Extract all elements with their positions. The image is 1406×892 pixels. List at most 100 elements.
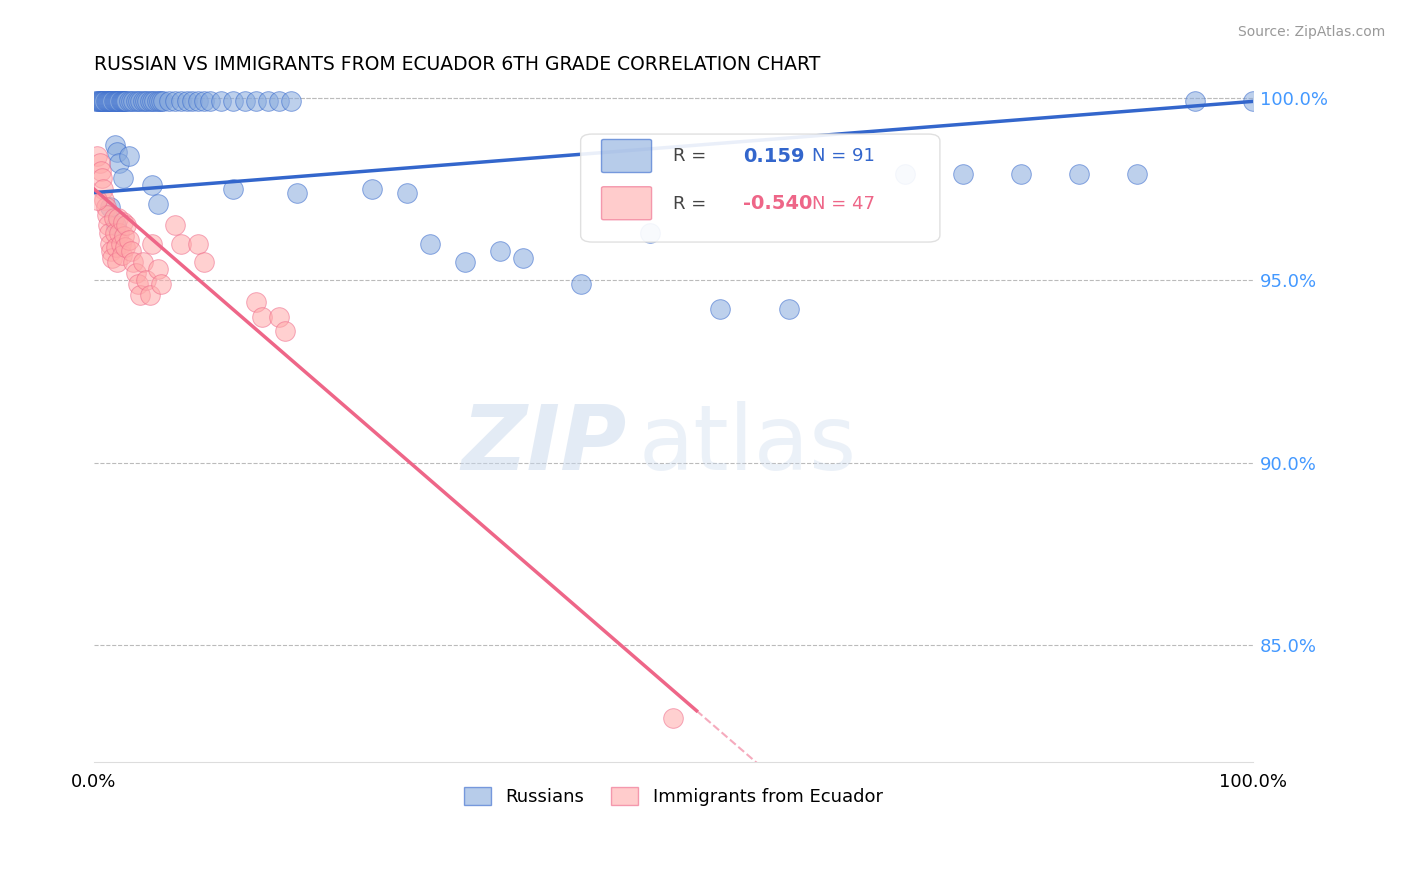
Point — [152, 95, 174, 109]
Point — [124, 266, 146, 280]
Point — [131, 255, 153, 269]
Point — [104, 138, 127, 153]
Legend: Russians, Immigrants from Ecuador: Russians, Immigrants from Ecuador — [457, 780, 890, 814]
Point — [245, 95, 267, 109]
FancyBboxPatch shape — [602, 186, 651, 219]
Point — [101, 252, 124, 266]
Point — [148, 95, 170, 109]
Point — [104, 240, 127, 254]
Point — [122, 255, 145, 269]
Text: 0.159: 0.159 — [742, 147, 804, 166]
FancyBboxPatch shape — [602, 139, 651, 172]
Point — [1241, 95, 1264, 109]
Point — [138, 95, 160, 109]
Point — [129, 287, 152, 301]
Point — [118, 149, 141, 163]
Point — [569, 277, 592, 291]
Point — [115, 219, 138, 233]
Point — [114, 95, 136, 109]
Point — [104, 95, 127, 109]
Point — [454, 255, 477, 269]
Point — [233, 95, 256, 109]
Point — [100, 244, 122, 258]
Point — [150, 95, 173, 109]
Point — [103, 95, 125, 109]
Point — [187, 236, 209, 251]
Point — [108, 156, 131, 170]
Point — [112, 229, 135, 244]
Text: R =: R = — [673, 147, 707, 165]
Point — [91, 182, 114, 196]
Point — [662, 711, 685, 725]
Point — [250, 310, 273, 324]
Point — [114, 240, 136, 254]
Point — [90, 163, 112, 178]
Point — [512, 252, 534, 266]
Point — [135, 273, 157, 287]
Point — [274, 324, 297, 338]
Text: R =: R = — [673, 194, 707, 212]
Point — [97, 95, 120, 109]
Point — [91, 95, 114, 109]
Point — [488, 244, 510, 258]
Point — [110, 95, 132, 109]
Point — [118, 233, 141, 247]
Point — [165, 219, 187, 233]
Text: N = 47: N = 47 — [813, 194, 876, 212]
Point — [118, 95, 141, 109]
Text: Source: ZipAtlas.com: Source: ZipAtlas.com — [1237, 25, 1385, 39]
FancyBboxPatch shape — [581, 134, 939, 242]
Point — [93, 193, 115, 207]
Text: ZIP: ZIP — [461, 401, 627, 489]
Point — [127, 277, 149, 291]
Point — [105, 95, 128, 109]
Point — [112, 95, 135, 109]
Point — [170, 236, 193, 251]
Point — [245, 295, 267, 310]
Point — [1184, 95, 1206, 109]
Point — [89, 156, 111, 170]
Point — [87, 95, 110, 109]
Point — [145, 95, 167, 109]
Point — [108, 95, 131, 109]
Point — [98, 236, 121, 251]
Point — [98, 95, 121, 109]
Point — [103, 211, 125, 226]
Point — [280, 95, 302, 109]
Point — [146, 196, 169, 211]
Point — [165, 95, 187, 109]
Point — [150, 277, 173, 291]
Point — [98, 95, 121, 109]
Point — [1126, 167, 1149, 181]
Point — [269, 95, 291, 109]
Point — [709, 302, 731, 317]
Point — [90, 95, 112, 109]
Point — [94, 200, 117, 214]
Text: -0.540: -0.540 — [742, 194, 813, 213]
Point — [120, 95, 142, 109]
Point — [136, 95, 159, 109]
Point — [222, 182, 245, 196]
Point — [141, 178, 163, 193]
Point — [86, 149, 108, 163]
Point — [86, 95, 108, 109]
Point — [96, 207, 118, 221]
Point — [131, 95, 153, 109]
Point — [395, 186, 418, 200]
Point — [269, 310, 291, 324]
Point — [98, 200, 121, 214]
Point — [952, 167, 974, 181]
Point — [108, 226, 131, 240]
Text: RUSSIAN VS IMMIGRANTS FROM ECUADOR 6TH GRADE CORRELATION CHART: RUSSIAN VS IMMIGRANTS FROM ECUADOR 6TH G… — [94, 55, 820, 74]
Point — [115, 95, 138, 109]
Point — [111, 247, 134, 261]
Point — [127, 95, 149, 109]
Point — [107, 95, 129, 109]
Point — [181, 95, 204, 109]
Point — [638, 226, 661, 240]
Point — [285, 186, 308, 200]
Point — [111, 171, 134, 186]
Point — [111, 215, 134, 229]
Point — [176, 95, 198, 109]
Point — [107, 211, 129, 226]
